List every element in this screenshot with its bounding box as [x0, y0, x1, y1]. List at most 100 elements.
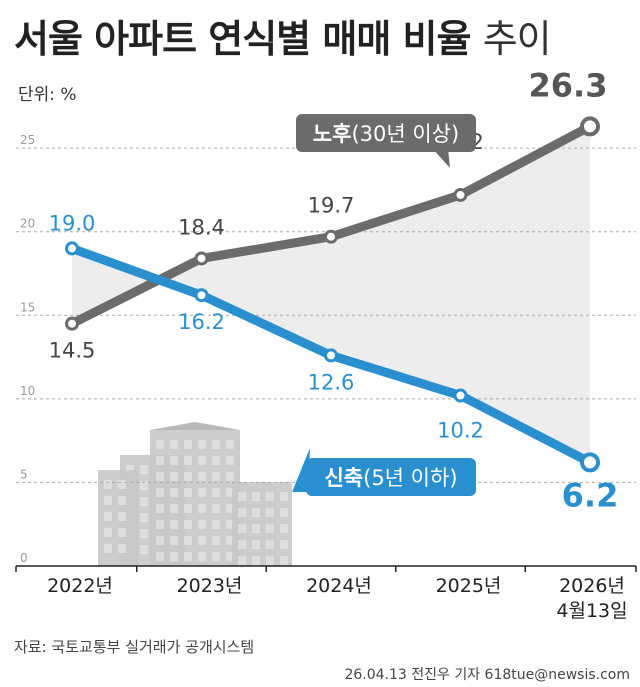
building-window: [212, 488, 220, 497]
building-window: [184, 504, 192, 513]
building-window: [140, 513, 148, 522]
x-tick-label: 2025년: [436, 575, 502, 597]
building-window: [252, 540, 260, 549]
building-window: [280, 556, 288, 565]
building-window: [140, 465, 148, 474]
building-window: [170, 552, 178, 561]
building-window: [118, 480, 126, 489]
legend-label: 노후(30년 이상): [313, 122, 459, 146]
building-window: [140, 529, 148, 538]
data-label: 26.3: [529, 66, 608, 104]
building-window: [156, 488, 164, 497]
buildings-illustration: [98, 422, 292, 566]
building-window: [156, 552, 164, 561]
x-tick-sublabel: 4월13일: [556, 600, 627, 622]
building-window: [238, 492, 246, 501]
building-window: [156, 520, 164, 529]
building-window: [118, 544, 126, 553]
building-window: [156, 536, 164, 545]
data-point: [65, 316, 79, 331]
building-window: [118, 528, 126, 537]
building-window: [104, 544, 112, 553]
legend-tail: [292, 448, 310, 492]
grid-lines: [16, 147, 636, 483]
building-window: [184, 456, 192, 465]
building-window: [212, 440, 220, 449]
y-tick-label: 15: [20, 300, 35, 314]
building-window: [198, 456, 206, 465]
building-window: [170, 536, 178, 545]
building-window: [212, 536, 220, 545]
building-window: [226, 520, 234, 529]
data-point: [194, 288, 209, 303]
legend-detail: (30년 이상): [351, 122, 459, 146]
data-point: [453, 388, 468, 403]
building-window: [266, 508, 274, 517]
building-window: [198, 552, 206, 561]
building-window: [198, 504, 206, 513]
building-window: [170, 488, 178, 497]
building-window: [212, 552, 220, 561]
y-tick-labels: 0 5 10 15 20 25: [20, 133, 35, 565]
building-window: [280, 524, 288, 533]
legend-label: 신축(5년 이하): [324, 466, 457, 490]
building-window: [170, 472, 178, 481]
area-between-series: [72, 126, 590, 463]
building-window: [226, 472, 234, 481]
data-label: 10.2: [437, 419, 484, 443]
building-window: [198, 472, 206, 481]
building-window: [126, 465, 134, 474]
building-window: [226, 536, 234, 545]
building-window: [238, 556, 246, 565]
source-text: 자료: 국토교통부 실거래가 공개시스템: [14, 638, 255, 656]
building-window: [198, 520, 206, 529]
building-window: [104, 496, 112, 505]
y-tick-label: 0: [20, 551, 28, 565]
building-window: [184, 552, 192, 561]
building-window: [104, 528, 112, 537]
y-tick-label: 25: [20, 133, 35, 147]
data-point: [580, 116, 600, 137]
x-tick-label: 2026년: [559, 575, 625, 597]
data-point: [580, 452, 600, 473]
unit-label: 단위: %: [18, 85, 77, 105]
data-label: 19.0: [49, 211, 96, 235]
data-point: [324, 229, 338, 244]
legend-bubble-0: 노후(30년 이상): [296, 114, 476, 168]
chart-background: [72, 126, 590, 463]
title-suffix: 추이: [482, 17, 552, 61]
building-window: [238, 524, 246, 533]
legend-name: 노후: [313, 122, 352, 146]
building-window: [170, 440, 178, 449]
building-window: [226, 552, 234, 561]
building-window: [226, 456, 234, 465]
building-window: [198, 536, 206, 545]
building-window: [280, 508, 288, 517]
page-title: 서울 아파트 연식별 매매 비율 추이: [14, 8, 552, 63]
legend-box: [306, 458, 476, 496]
y-tick-label: 5: [20, 467, 28, 481]
data-label: 6.2: [562, 476, 619, 514]
building-window: [252, 508, 260, 517]
y-tick-label: 20: [20, 217, 35, 231]
legend-name: 신축: [324, 466, 363, 490]
legend-tail: [432, 148, 450, 168]
building-window: [266, 524, 274, 533]
x-axis: 2022년 2023년 2024년 2025년 2026년 4월13일: [15, 565, 637, 622]
building-window: [252, 556, 260, 565]
x-tick-label: 2024년: [306, 575, 372, 597]
building-window: [184, 520, 192, 529]
data-point: [453, 187, 468, 202]
building-window: [156, 456, 164, 465]
series-lines: [65, 116, 600, 473]
legend-box: [296, 114, 476, 152]
building-window: [266, 492, 274, 501]
building-window: [212, 504, 220, 513]
building-window: [104, 512, 112, 521]
building-window: [238, 508, 246, 517]
building-window: [252, 492, 260, 501]
y-tick-label: 10: [20, 384, 35, 398]
building-window: [198, 440, 206, 449]
building-window: [226, 504, 234, 513]
